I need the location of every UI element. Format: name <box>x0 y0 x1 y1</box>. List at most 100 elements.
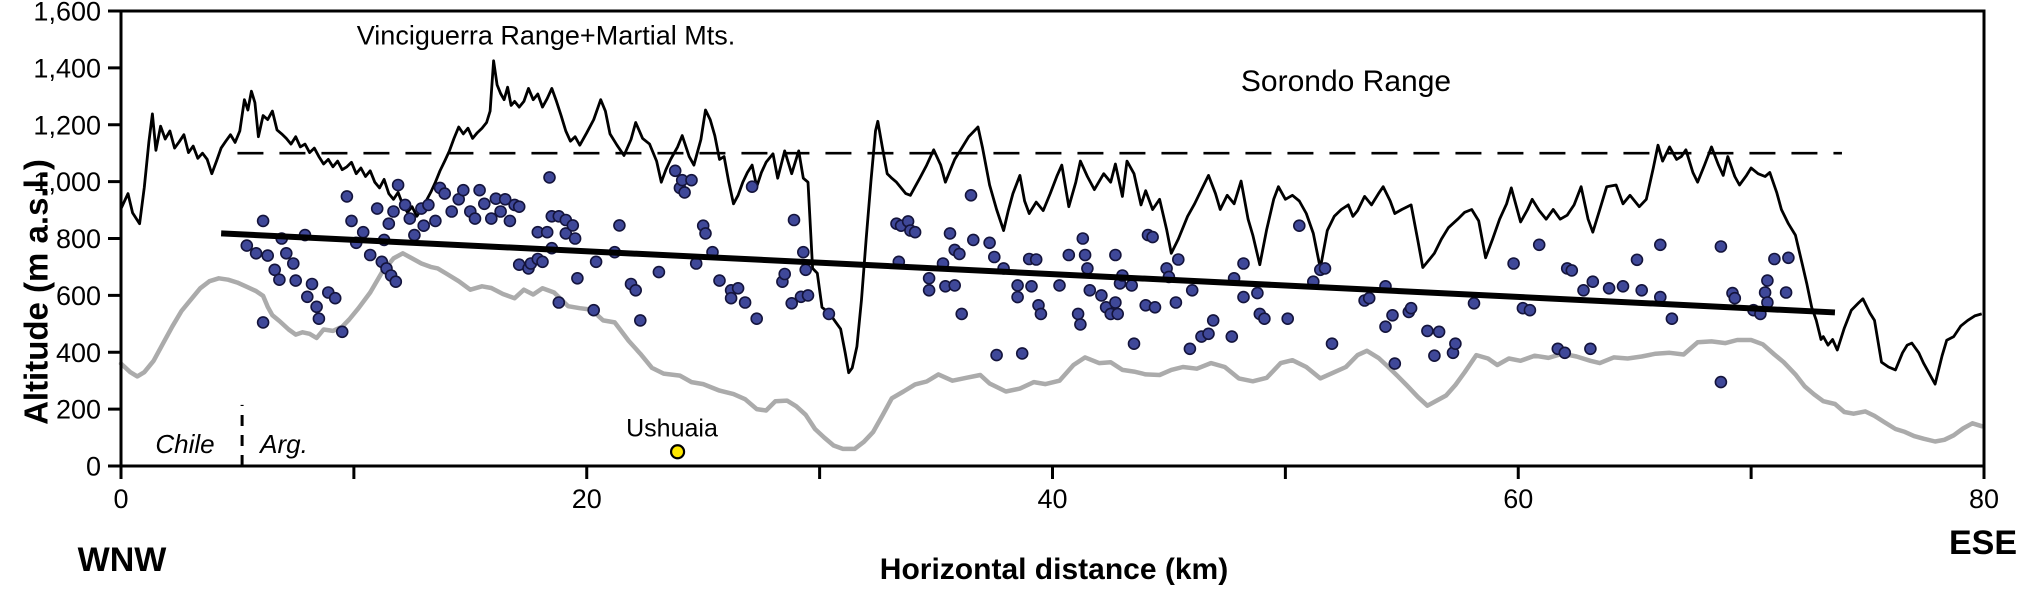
cirque-floor-point <box>1294 220 1305 231</box>
cirque-floor-point <box>800 264 811 275</box>
max-topography-profile-line <box>121 61 1982 384</box>
cirque-floor-point <box>572 273 583 284</box>
cirque-floor-point <box>1666 313 1677 324</box>
cirque-floor-point <box>588 305 599 316</box>
cirque-floor-point <box>341 191 352 202</box>
x-axis-tick-label: 60 <box>1503 484 1533 514</box>
cirque-floor-point <box>1387 310 1398 321</box>
cirque-floor-point <box>1147 232 1158 243</box>
cirque-floor-point <box>1781 287 1792 298</box>
cirque-floor-point <box>954 248 965 259</box>
cirque-floor-point <box>1578 285 1589 296</box>
cirque-floor-point <box>313 313 324 324</box>
cirque-floor-point <box>751 313 762 324</box>
y-axis-title: Altitude (m a.s.l.) <box>20 159 53 425</box>
cirque-floor-point <box>474 185 485 196</box>
cirque-floor-point <box>418 220 429 231</box>
cirque-floor-point <box>966 190 977 201</box>
ushuaia-city-point <box>671 445 684 458</box>
cirque-floor-point <box>567 220 578 231</box>
cirque-floor-point <box>1566 265 1577 276</box>
cirque-floor-point <box>1559 347 1570 358</box>
cirque-floor-point <box>1238 292 1249 303</box>
cirque-floor-point <box>614 220 625 231</box>
cirque-floor-point <box>1077 233 1088 244</box>
y-axis-tick-label: 1,200 <box>33 110 101 140</box>
cirque-floor-point <box>1031 254 1042 265</box>
cirque-floor-point <box>1203 328 1214 339</box>
cirque-floor-point <box>1238 258 1249 269</box>
plot-border <box>121 11 1984 466</box>
cirque-floor-point <box>1534 239 1545 250</box>
argentina-label: Arg. <box>260 431 308 457</box>
west-direction-label: WNW <box>78 543 167 577</box>
cirque-floor-point <box>1508 258 1519 269</box>
cirque-floor-point <box>1524 305 1535 316</box>
swath-profile-figure: 02040608002004006008001,0001,2001,4001,6… <box>0 0 2021 589</box>
y-axis-tick-label: 200 <box>56 395 101 425</box>
cirque-floor-point <box>1429 350 1440 361</box>
cirque-floor-point <box>479 198 490 209</box>
cirque-floor-point <box>337 326 348 337</box>
cirque-floor-point <box>553 297 564 308</box>
cirque-floor-point <box>262 250 273 261</box>
cirque-floor-point <box>330 293 341 304</box>
x-axis-tick-label: 80 <box>1969 484 1999 514</box>
cirque-floor-point <box>1017 348 1028 359</box>
cirque-floor-point <box>1054 280 1065 291</box>
vinciguerra-range-label: Vinciguerra Range+Martial Mts. <box>357 23 735 50</box>
cirque-floor-point <box>670 165 681 176</box>
cirque-floor-point <box>1026 281 1037 292</box>
cirque-floor-point <box>358 227 369 238</box>
cirque-floor-point <box>924 273 935 284</box>
cirque-floor-point <box>1184 343 1195 354</box>
cirque-floor-point <box>798 247 809 258</box>
cirque-floor-point <box>251 248 262 259</box>
cirque-floor-point <box>400 199 411 210</box>
cirque-floor-point <box>1173 254 1184 265</box>
cirque-floor-point <box>1434 326 1445 337</box>
cirque-floor-point <box>346 215 357 226</box>
cirque-floor-point <box>1715 377 1726 388</box>
cirque-floor-point <box>1585 343 1596 354</box>
x-axis-tick-label: 0 <box>113 484 128 514</box>
cirque-floor-point <box>570 233 581 244</box>
cirque-floor-point <box>1587 276 1598 287</box>
y-axis-tick-label: 1,600 <box>33 0 101 27</box>
cirque-floor-point <box>733 283 744 294</box>
cirque-floor-point <box>430 215 441 226</box>
cirque-floor-point <box>1252 288 1263 299</box>
cirque-floor-point <box>591 256 602 267</box>
cirque-floor-point <box>1170 297 1181 308</box>
y-axis-tick-label: 0 <box>86 452 101 482</box>
cirque-floor-point <box>823 308 834 319</box>
cirque-floor-point <box>1259 313 1270 324</box>
cirque-floor-point <box>747 181 758 192</box>
cirque-floor-point <box>1364 293 1375 304</box>
cirque-floor-point <box>258 317 269 328</box>
cirque-floor-point <box>779 269 790 280</box>
cirque-floor-point <box>241 240 252 251</box>
sorondo-range-label: Sorondo Range <box>1241 67 1451 97</box>
cirque-floor-point <box>984 237 995 248</box>
cirque-floor-point <box>1082 263 1093 274</box>
cirque-floor-point <box>1469 298 1480 309</box>
cirque-floor-point <box>968 234 979 245</box>
cirque-floor-point <box>439 188 450 199</box>
cirque-floor-point <box>544 172 555 183</box>
cirque-floor-point <box>1112 308 1123 319</box>
cirque-floor-point <box>679 187 690 198</box>
cirque-floor-point <box>1110 250 1121 261</box>
cirque-floor-point <box>989 252 1000 263</box>
cirque-floor-point <box>803 290 814 301</box>
cirque-floor-point <box>458 185 469 196</box>
cirque-floor-point <box>945 228 956 239</box>
cirque-floor-point <box>1655 239 1666 250</box>
cirque-floor-point <box>653 267 664 278</box>
cirque-floor-point <box>1063 250 1074 261</box>
cirque-floor-point <box>302 291 313 302</box>
y-axis-tick-label: 1,400 <box>33 53 101 83</box>
profile-chart-svg: 02040608002004006008001,0001,2001,4001,6… <box>0 0 2021 589</box>
cirque-floor-point <box>409 230 420 241</box>
cirque-floor-point <box>1632 254 1643 265</box>
